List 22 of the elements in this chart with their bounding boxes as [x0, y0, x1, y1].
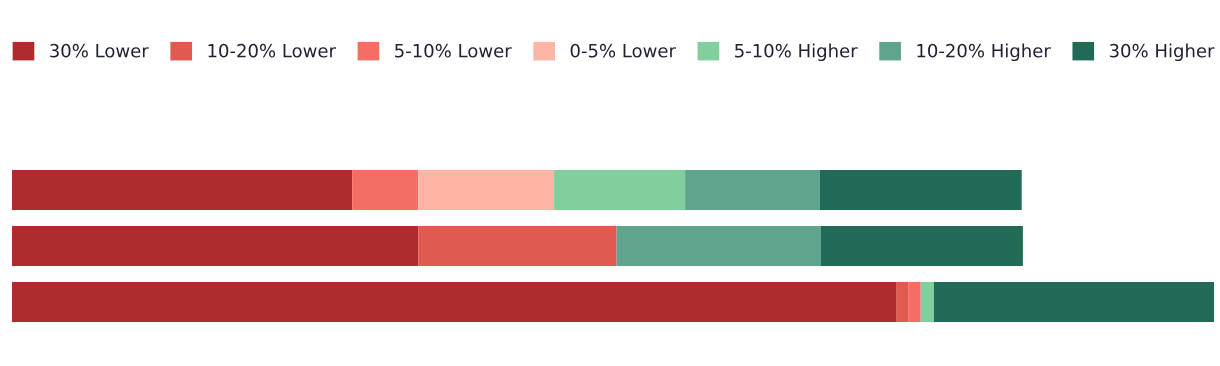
bar — [685, 170, 820, 210]
bar — [352, 170, 419, 210]
bar — [554, 170, 686, 210]
legend-label: 10-20% Lower — [208, 43, 336, 58]
bar — [418, 170, 555, 210]
bar — [920, 282, 934, 322]
bar — [12, 226, 419, 266]
legend-label: 0-5% Lower — [570, 43, 676, 58]
bar — [12, 170, 353, 210]
bar — [819, 170, 1022, 210]
bar — [418, 226, 617, 266]
bar — [933, 282, 1214, 322]
legend-label: 10-20% Higher — [917, 43, 1051, 62]
bar — [908, 282, 921, 322]
legend-label: 30% Lower — [50, 43, 149, 58]
legend-label: 30% Higher — [1109, 43, 1215, 62]
bar — [616, 226, 821, 266]
bar — [820, 226, 1023, 266]
bar — [896, 282, 909, 322]
legend-label: 5-10% Lower — [395, 43, 512, 58]
legend-label: 5-10% Higher — [735, 43, 858, 62]
bar — [12, 282, 897, 322]
